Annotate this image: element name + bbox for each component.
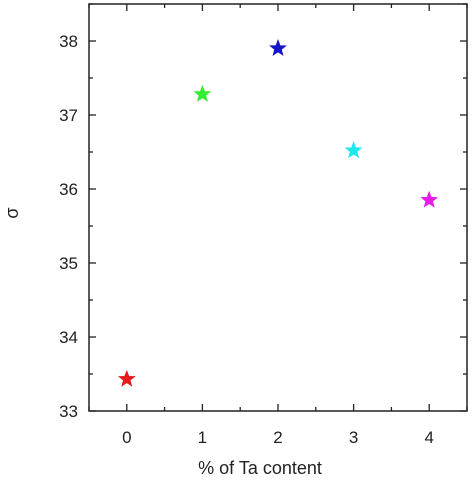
data-point-star-1 <box>193 84 212 102</box>
x-tick-label: 2 <box>273 428 282 447</box>
y-axis-label: σ <box>2 207 22 218</box>
x-tick-label: 4 <box>424 428 433 447</box>
x-axis-label: % of Ta content <box>198 458 322 478</box>
x-tick-label: 0 <box>122 428 131 447</box>
y-tick-label: 34 <box>59 328 78 347</box>
data-point-star-4 <box>420 190 439 208</box>
y-tick-label: 38 <box>59 32 78 51</box>
plot-border <box>88 3 468 412</box>
y-tick-label: 35 <box>59 254 78 273</box>
y-tick-label: 33 <box>59 402 78 421</box>
data-point-star-2 <box>269 39 287 56</box>
data-points <box>117 39 439 387</box>
y-axis-ticks: 33 34 35 36 37 38 <box>59 3 467 421</box>
y-tick-label: 36 <box>59 180 78 199</box>
data-point-star-0 <box>117 369 136 387</box>
x-axis-ticks: 0 1 2 3 4 <box>88 4 468 447</box>
data-point-star-3 <box>344 141 363 159</box>
plot-frame <box>88 3 468 412</box>
x-tick-label: 3 <box>349 428 358 447</box>
y-tick-label: 37 <box>59 106 78 125</box>
x-tick-label: 1 <box>198 428 207 447</box>
